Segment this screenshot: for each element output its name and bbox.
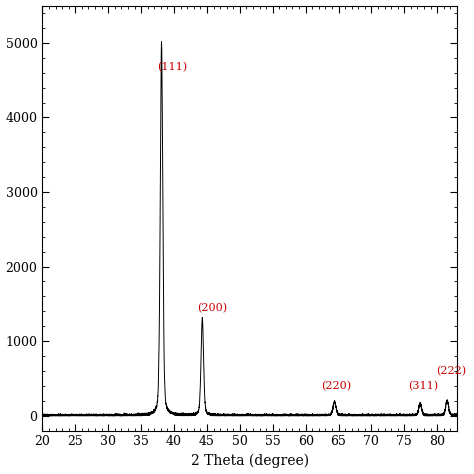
Text: (200): (200) bbox=[197, 302, 227, 313]
Text: (111): (111) bbox=[157, 63, 188, 73]
Text: (311): (311) bbox=[408, 381, 438, 391]
Text: (220): (220) bbox=[321, 381, 351, 391]
X-axis label: 2 Theta (degree): 2 Theta (degree) bbox=[191, 454, 309, 468]
Text: (222): (222) bbox=[436, 366, 466, 376]
